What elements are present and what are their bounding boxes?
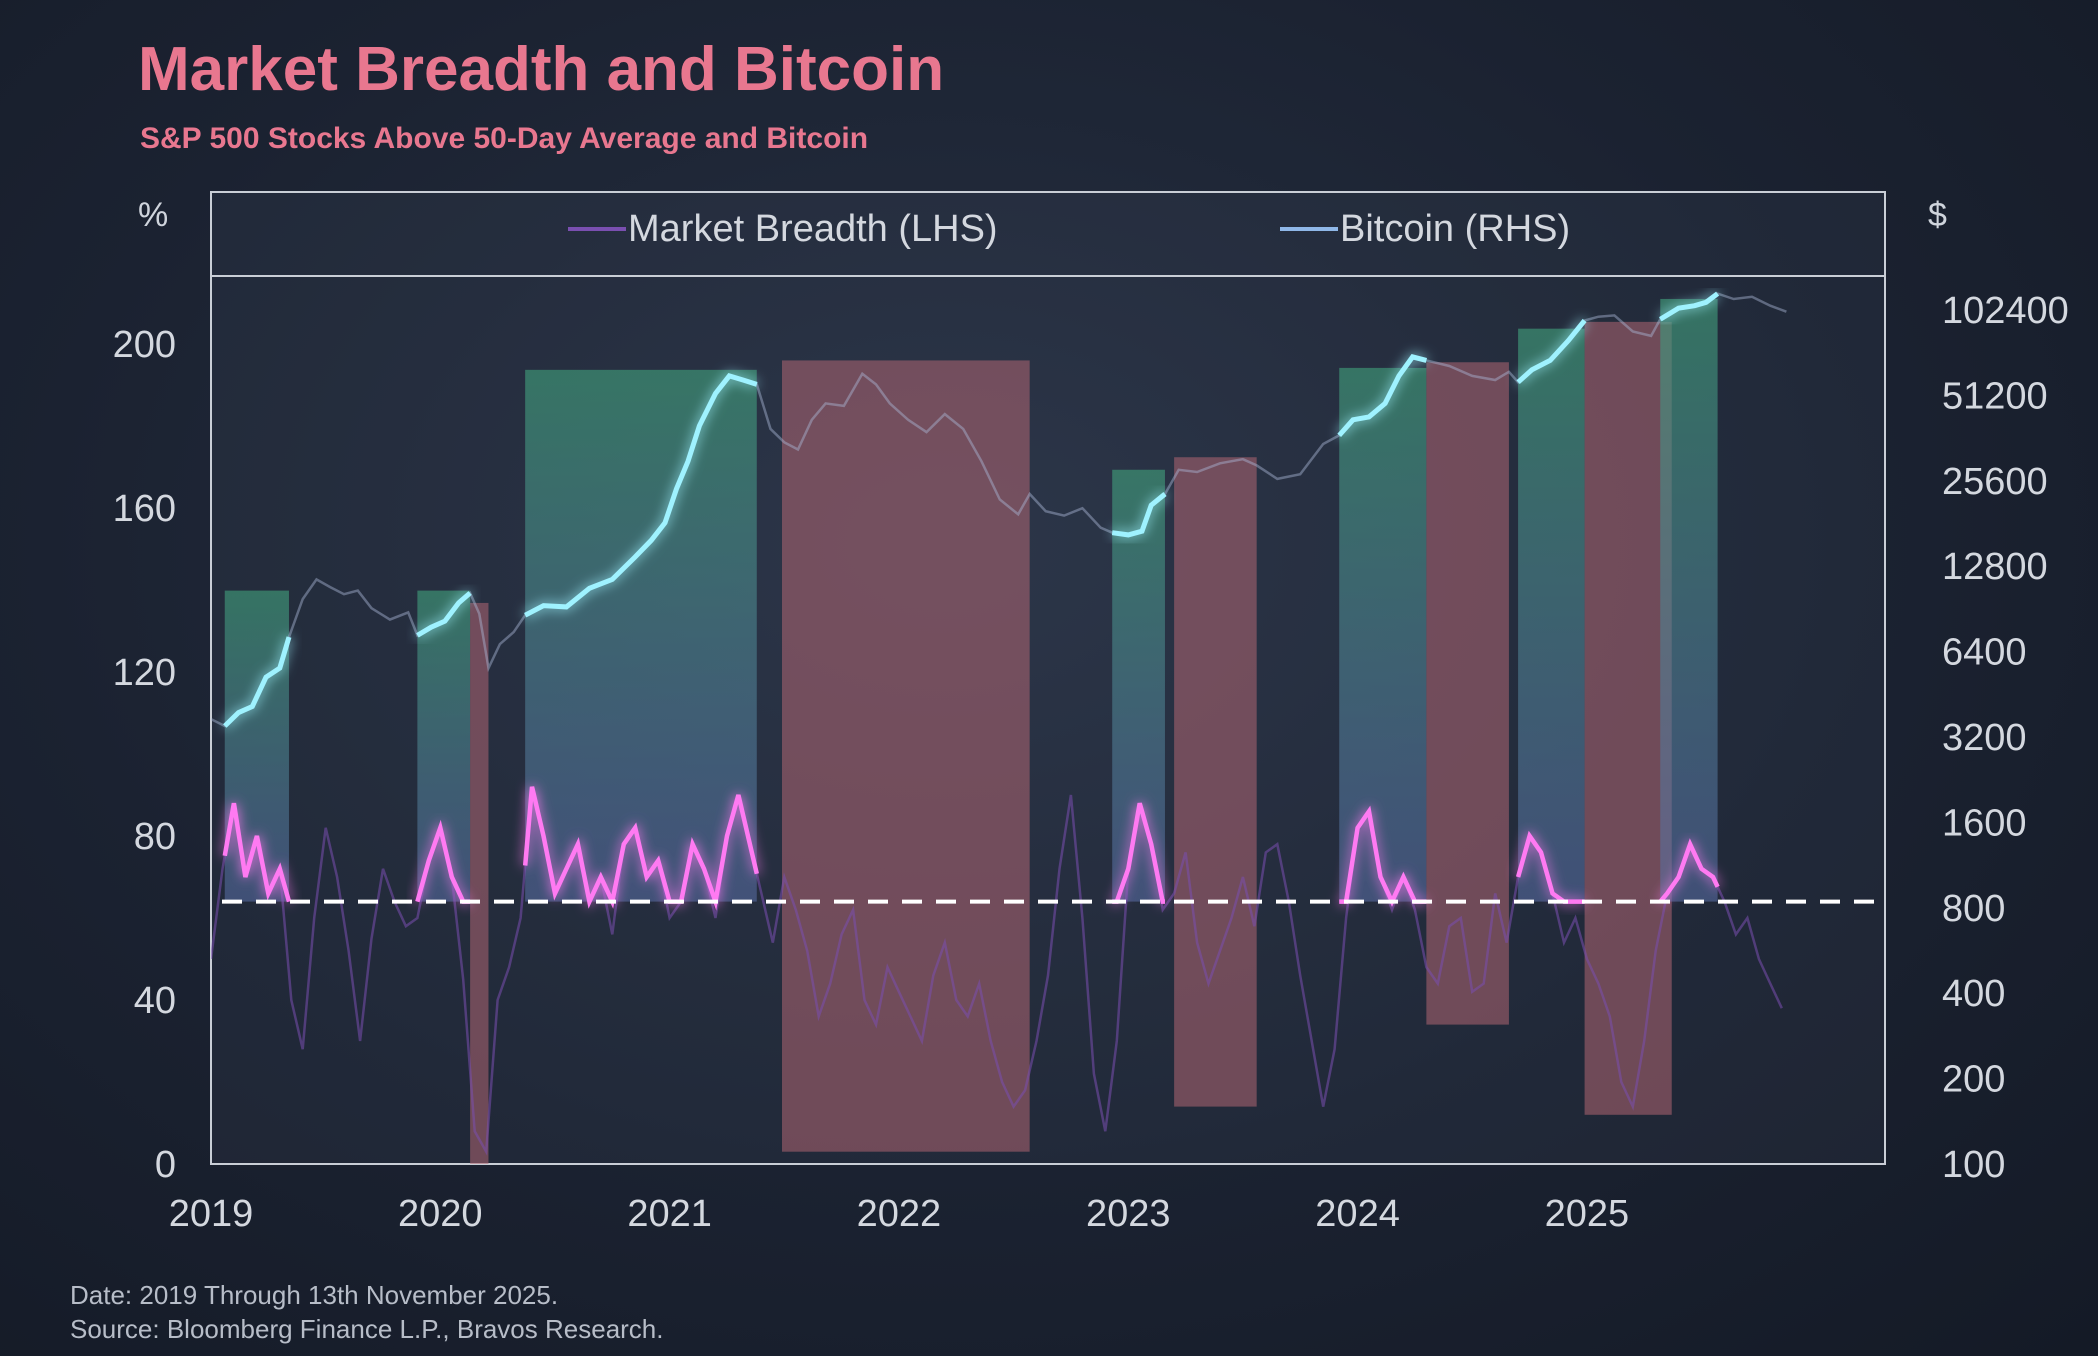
y-right-tick-label: 1600: [1942, 802, 2027, 844]
bitcoin-line-highlight: [416, 591, 472, 638]
y-right-tick-label: 102400: [1942, 290, 2069, 332]
bearish-regime-band: [1426, 362, 1509, 1025]
legend-label: Market Breadth (LHS): [628, 208, 998, 250]
bullish-regime-band: [1112, 469, 1165, 902]
y-right-tick-label: 12800: [1942, 546, 2048, 588]
x-tick-label: 2024: [1315, 1193, 1400, 1235]
x-tick-label: 2020: [398, 1193, 483, 1235]
y-left-tick-label: 160: [113, 488, 176, 530]
breadth-line-highlight: [522, 786, 759, 911]
x-tick-label: 2022: [857, 1193, 942, 1235]
bearish-regime-band: [781, 360, 1030, 1152]
bitcoin-line-highlight: [1111, 492, 1167, 538]
bitcoin-line-highlight: [1516, 318, 1587, 385]
left-axis-unit: %: [138, 196, 169, 234]
bullish-regime-band: [1660, 298, 1718, 902]
y-right-tick-label: 3200: [1942, 717, 2027, 759]
y-right-tick-label: 200: [1942, 1059, 2005, 1101]
y-right-tick-label: 800: [1942, 888, 2005, 930]
y-right-tick-label: 51200: [1942, 375, 2048, 417]
y-left-tick-label: 80: [134, 816, 176, 858]
y-left-tick-label: 200: [113, 324, 176, 366]
bullish-regime-band: [1518, 328, 1585, 902]
bitcoin-line-highlight: [1337, 354, 1428, 438]
chart-subtitle: S&P 500 Stocks Above 50-Day Average and …: [140, 122, 869, 155]
bearish-regime-band: [1584, 321, 1672, 1115]
bullish-regime-band: [224, 590, 289, 902]
legend-label: Bitcoin (RHS): [1340, 208, 1570, 250]
x-tick-label: 2023: [1086, 1193, 1171, 1235]
footer-source: Source: Bloomberg Finance L.P., Bravos R…: [70, 1314, 664, 1344]
bullish-regime-band: [1339, 367, 1427, 902]
y-right-tick-label: 6400: [1942, 632, 2027, 674]
y-right-tick-label: 25600: [1942, 461, 2048, 503]
bearish-regime-band: [470, 602, 489, 1164]
y-right-tick-label: 400: [1942, 973, 2005, 1015]
breadth-line-highlight: [1515, 830, 1585, 904]
bitcoin-line-highlight: [1659, 291, 1720, 322]
y-right-tick-label: 100: [1942, 1144, 2005, 1186]
breadth-line-highlight: [1658, 838, 1720, 904]
breadth-line-highlight: [1339, 805, 1427, 907]
bullish-regime-band: [525, 369, 757, 902]
chart-title: Market Breadth and Bitcoin: [138, 35, 945, 104]
footer-date: Date: 2019 Through 13th November 2025.: [70, 1280, 559, 1310]
bitcoin-line-highlight: [223, 636, 292, 728]
bitcoin-line-highlight: [524, 373, 758, 618]
bullish-regime-band: [417, 590, 471, 902]
x-tick-label: 2021: [627, 1193, 712, 1235]
y-left-tick-label: 120: [113, 652, 176, 694]
y-left-tick-label: 0: [155, 1144, 176, 1186]
y-left-tick-label: 40: [134, 980, 176, 1022]
breadth-line-highlight: [222, 802, 292, 903]
bearish-regime-band: [1174, 457, 1257, 1107]
x-tick-label: 2019: [169, 1193, 254, 1235]
x-tick-label: 2025: [1545, 1193, 1630, 1235]
right-axis-unit: $: [1928, 196, 1947, 234]
